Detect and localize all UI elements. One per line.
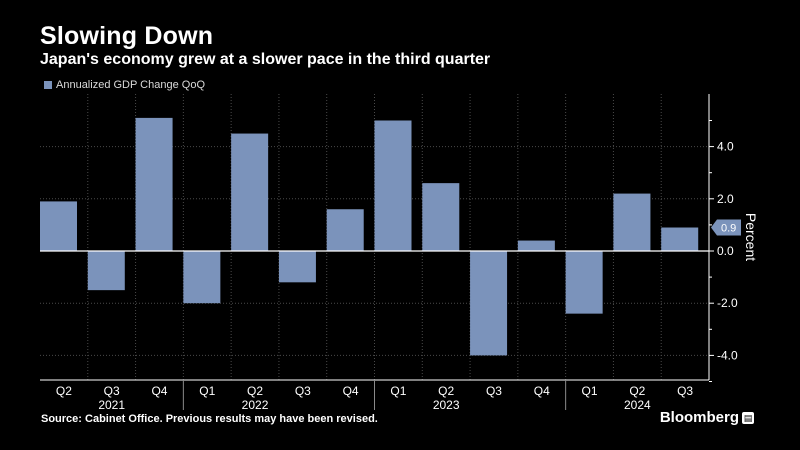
x-tick-label: Q4: [534, 384, 550, 398]
bar: [231, 133, 269, 251]
bar: [183, 251, 221, 304]
bar: [565, 251, 603, 314]
x-tick-label: Q1: [582, 384, 598, 398]
x-tick-label: Q4: [151, 384, 167, 398]
bar: [278, 251, 316, 283]
bar: [135, 117, 173, 251]
x-tick-label: Q2: [247, 384, 263, 398]
x-tick-label: Q2: [438, 384, 454, 398]
year-label: 2023: [433, 398, 460, 412]
source-note: Source: Cabinet Office. Previous results…: [41, 413, 378, 425]
year-label: 2021: [98, 398, 125, 412]
bar: [661, 227, 699, 251]
y-tick-label: 0.0: [717, 244, 734, 258]
x-tick-label: Q3: [104, 384, 120, 398]
chart-title: Slowing Down: [40, 22, 214, 50]
y-tick-label: 4.0: [717, 140, 734, 154]
legend-label: Annualized GDP Change QoQ: [56, 79, 205, 91]
x-tick-label: Q3: [295, 384, 311, 398]
legend-swatch: [44, 81, 52, 89]
x-tick-label: Q2: [629, 384, 645, 398]
brand-name: Bloomberg: [659, 409, 739, 426]
y-tick-label: -2.0: [717, 296, 738, 310]
bar: [470, 251, 508, 356]
last-value-badge: [711, 219, 741, 236]
x-tick-label: Q1: [390, 384, 406, 398]
x-tick-label: Q2: [56, 384, 72, 398]
brand: Bloomberg ▤: [660, 409, 754, 426]
year-label: 2024: [624, 398, 651, 412]
bar: [87, 251, 125, 291]
bar: [326, 209, 364, 251]
x-tick-label: Q1: [199, 384, 215, 398]
y-tick-label: -4.0: [717, 348, 738, 362]
x-tick-label: Q3: [486, 384, 502, 398]
bar: [40, 201, 77, 251]
bloomberg-terminal-icon: ▤: [742, 411, 754, 424]
last-value-label: 0.9: [721, 223, 736, 235]
bar: [613, 193, 651, 251]
x-tick-label: Q3: [677, 384, 693, 398]
y-axis-title: Percent: [743, 213, 759, 261]
x-tick-label: Q4: [343, 384, 359, 398]
bar: [422, 183, 460, 251]
chart-subtitle: Japan's economy grew at a slower pace in…: [40, 51, 491, 68]
year-label: 2022: [242, 398, 269, 412]
bar: [374, 120, 412, 251]
y-tick-label: 2.0: [717, 192, 734, 206]
bar: [517, 240, 555, 251]
legend: Annualized GDP Change QoQ: [44, 79, 205, 91]
